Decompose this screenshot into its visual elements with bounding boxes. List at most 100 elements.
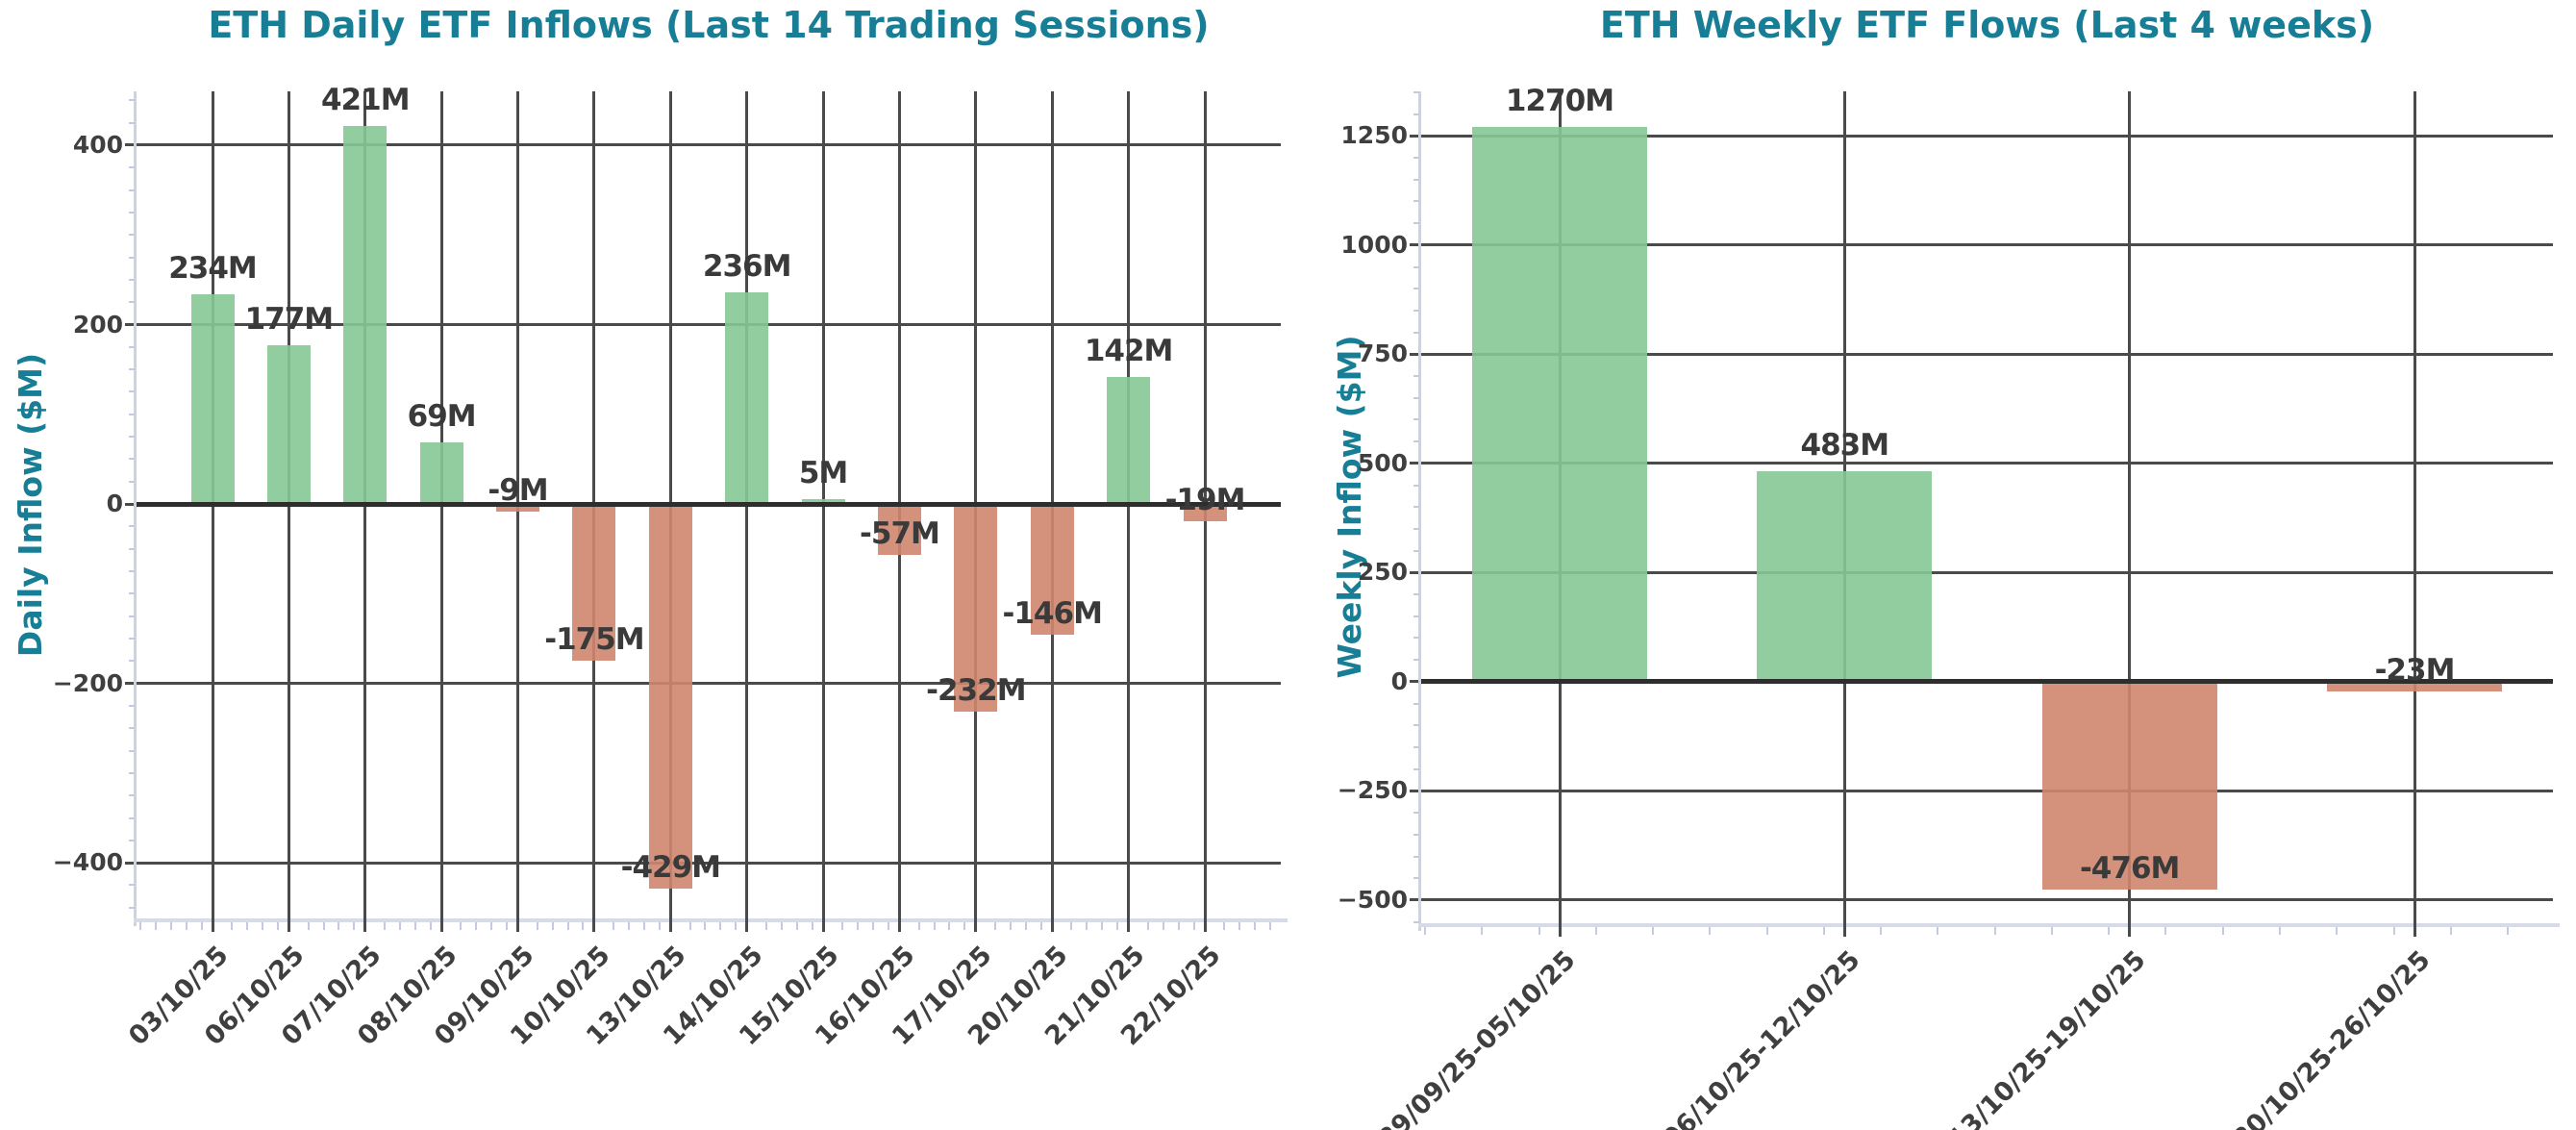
- x-minor-tick: [1223, 922, 1226, 930]
- gridline-horizontal: [1421, 462, 2553, 465]
- y-minor-tick: [1413, 527, 1419, 530]
- x-minor-tick: [307, 922, 310, 930]
- y-tick-label: 1250: [1340, 121, 1408, 150]
- negative-bar: [2327, 681, 2502, 692]
- negative-bar: [648, 504, 692, 890]
- x-minor-tick: [231, 922, 234, 930]
- y-minor-tick: [129, 256, 135, 259]
- y-minor-tick: [129, 839, 135, 841]
- x-minor-tick: [536, 922, 538, 930]
- y-minor-tick: [1413, 200, 1419, 203]
- y-minor-tick: [129, 794, 135, 797]
- x-minor-tick: [1116, 922, 1119, 930]
- bar-value-label: -9M: [488, 473, 548, 509]
- x-tick: [287, 918, 290, 932]
- x-minor-tick: [963, 922, 966, 930]
- x-minor-tick: [154, 922, 157, 930]
- y-minor-tick: [129, 884, 135, 887]
- x-minor-tick: [1880, 927, 1883, 935]
- x-minor-tick: [735, 922, 738, 930]
- gridline-horizontal: [137, 143, 1281, 147]
- x-minor-tick: [338, 922, 340, 930]
- x-tick: [2413, 923, 2416, 937]
- y-minor-tick: [1413, 178, 1419, 181]
- x-minor-tick: [1238, 922, 1241, 930]
- positive-bar: [725, 291, 769, 505]
- y-minor-tick: [129, 906, 135, 909]
- y-tick-label: 250: [1357, 558, 1408, 587]
- x-minor-tick: [764, 922, 767, 930]
- bar-value-label: -429M: [620, 850, 721, 886]
- x-minor-tick: [1765, 927, 1768, 935]
- y-minor-tick: [129, 413, 135, 415]
- positive-bar: [190, 293, 235, 505]
- x-tick: [516, 918, 520, 932]
- x-minor-tick: [872, 922, 875, 930]
- negative-bar: [572, 504, 616, 662]
- x-minor-tick: [1024, 922, 1027, 930]
- y-minor-tick: [129, 368, 135, 371]
- x-minor-tick: [475, 922, 478, 930]
- y-tick-label: −250: [1337, 776, 1408, 805]
- bar-value-label: 142M: [1084, 333, 1174, 368]
- y-minor-tick: [1413, 812, 1419, 815]
- bar-value-label: -476M: [2079, 851, 2180, 887]
- daily-chart-title: ETH Daily ETF Inflows (Last 14 Trading S…: [208, 4, 1210, 46]
- y-tick-label: 400: [72, 130, 123, 159]
- bar-value-label: -232M: [926, 673, 1026, 709]
- x-tick: [745, 918, 749, 932]
- y-tick-label: 200: [72, 310, 123, 339]
- y-axis-spine: [134, 91, 137, 926]
- y-minor-tick: [1413, 920, 1419, 923]
- x-minor-tick: [566, 922, 569, 930]
- x-minor-tick: [1652, 927, 1655, 935]
- x-minor-tick: [2336, 927, 2338, 935]
- x-minor-tick: [582, 922, 585, 930]
- x-minor-tick: [1146, 922, 1149, 930]
- y-minor-tick: [129, 458, 135, 461]
- negative-bar: [1183, 504, 1227, 521]
- y-minor-tick: [1413, 615, 1419, 617]
- x-tick: [592, 918, 596, 932]
- y-tick-label: −500: [1337, 885, 1408, 914]
- x-tick: [363, 918, 367, 932]
- bar-value-label: 236M: [702, 248, 792, 284]
- gridline-horizontal: [1421, 243, 2553, 247]
- y-tick: [1410, 680, 1421, 684]
- gridline-horizontal: [137, 861, 1281, 865]
- y-minor-tick: [129, 345, 135, 348]
- y-tick-label: −400: [52, 848, 123, 877]
- y-minor-tick: [1413, 767, 1419, 770]
- y-tick: [125, 143, 137, 147]
- y-minor-tick: [1413, 877, 1419, 880]
- x-tick: [974, 918, 978, 932]
- x-tick: [668, 918, 672, 932]
- x-minor-tick: [1937, 927, 1939, 935]
- y-minor-tick: [1413, 309, 1419, 312]
- y-minor-tick: [1413, 659, 1419, 662]
- negative-bar: [496, 504, 540, 513]
- positive-bar: [343, 126, 388, 505]
- x-minor-tick: [2279, 927, 2281, 935]
- x-tick: [1127, 918, 1131, 932]
- x-tick: [1050, 918, 1054, 932]
- x-tick: [211, 918, 214, 932]
- gridline-horizontal: [1421, 134, 2553, 138]
- y-minor-tick: [1413, 113, 1419, 115]
- y-tick-label: 0: [1390, 666, 1408, 695]
- x-minor-tick: [1009, 922, 1012, 930]
- x-minor-tick: [857, 922, 860, 930]
- negative-bar: [2041, 681, 2217, 891]
- y-minor-tick: [129, 570, 135, 573]
- y-minor-tick: [129, 749, 135, 752]
- x-minor-tick: [169, 922, 172, 930]
- zero-line: [1421, 679, 2553, 685]
- x-minor-tick: [1268, 922, 1271, 930]
- x-tick-label: 20/10/25-26/10/25: [2227, 944, 2437, 1130]
- gridline-horizontal: [137, 323, 1281, 327]
- y-minor-tick: [1413, 637, 1419, 640]
- bar-value-label: 234M: [168, 250, 258, 286]
- x-minor-tick: [1538, 927, 1540, 935]
- x-minor-tick: [1254, 922, 1256, 930]
- positive-bar: [1757, 470, 1933, 682]
